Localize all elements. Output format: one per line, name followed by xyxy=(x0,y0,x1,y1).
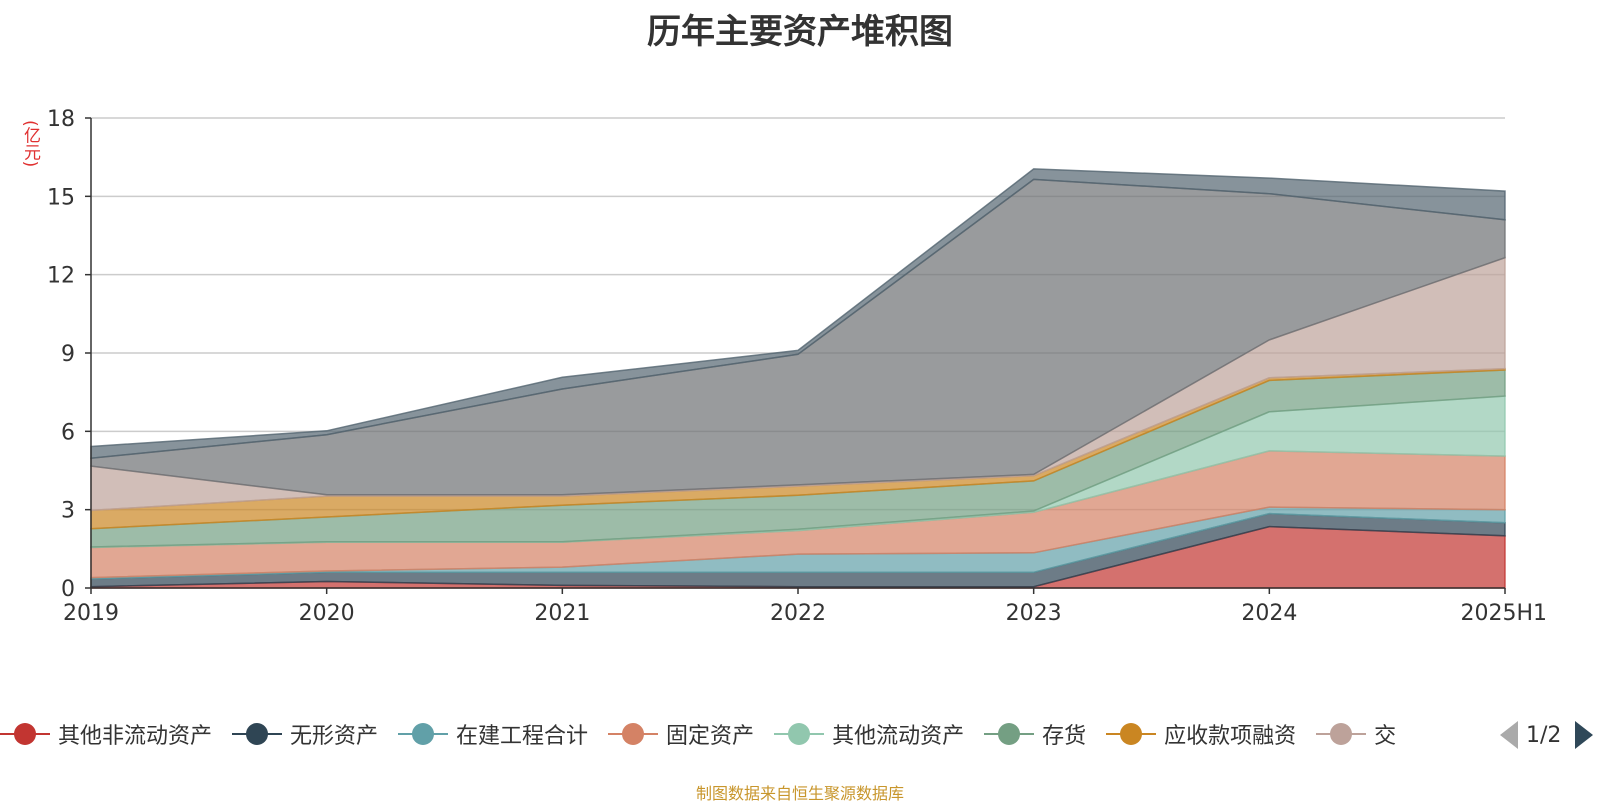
y-tick-label: 6 xyxy=(61,420,75,445)
x-tick-label: 2025H1 xyxy=(1460,601,1547,626)
x-tick-label: 2022 xyxy=(770,601,826,626)
axes: 0 3 6 9 12 15 18 2019 2020 2021 2022 2023 2024 2025H1 xyxy=(47,107,1547,626)
legend-pager: 1/2 xyxy=(1500,718,1594,752)
y-tick-label: 12 xyxy=(47,264,75,289)
legend-item[interactable]: 固定资产 xyxy=(608,712,754,756)
y-axis-unit-label: (亿元) xyxy=(20,120,40,168)
legend-label: 应收款项融资 xyxy=(1164,724,1297,749)
y-tick-label: 3 xyxy=(61,499,75,524)
legend-marker-icon xyxy=(1106,723,1157,745)
x-tick-label: 2019 xyxy=(63,601,119,626)
x-tick-label: 2020 xyxy=(299,601,355,626)
legend-label: 交 xyxy=(1374,724,1397,749)
y-tick-label: 18 xyxy=(47,107,75,132)
area-series-应收账款 xyxy=(90,168,1506,460)
legend-marker-icon xyxy=(774,723,825,745)
legend-marker-icon xyxy=(232,723,283,745)
x-tick-label: 2024 xyxy=(1241,601,1297,626)
legend-item[interactable]: 存货 xyxy=(984,712,1086,756)
legend-label: 其他流动资产 xyxy=(832,724,965,749)
legend-item[interactable]: 其他非流动资产 xyxy=(0,712,212,756)
legend-item[interactable]: 交 xyxy=(1316,712,1396,756)
legend-page-indicator: 1/2 xyxy=(1526,722,1562,748)
chart-title: 历年主要资产堆积图 xyxy=(647,12,953,52)
x-tick-label: 2023 xyxy=(1006,601,1062,626)
legend-prev-page-icon[interactable] xyxy=(1500,721,1518,749)
y-tick-label: 0 xyxy=(61,577,75,602)
legend-label: 在建工程合计 xyxy=(456,724,589,749)
legend-next-page-icon[interactable] xyxy=(1575,721,1594,749)
legend-label: 其他非流动资产 xyxy=(58,724,213,749)
legend-label: 固定资产 xyxy=(666,724,755,749)
source-note: 制图数据来自恒生聚源数据库 xyxy=(695,784,904,803)
legend-item[interactable]: 其他流动资产 xyxy=(774,712,964,756)
legend-marker-icon xyxy=(984,723,1035,745)
y-tick-label: 15 xyxy=(47,185,75,210)
x-tick-label: 2021 xyxy=(534,601,590,626)
legend-label: 存货 xyxy=(1042,724,1087,749)
legend-item[interactable]: 在建工程合计 xyxy=(398,712,588,756)
legend-marker-icon xyxy=(398,723,449,745)
legend-marker-icon xyxy=(0,723,50,745)
y-tick-label: 9 xyxy=(61,342,75,367)
legend-marker-icon xyxy=(608,723,659,745)
legend-marker-icon xyxy=(1316,723,1367,745)
legend-label: 无形资产 xyxy=(290,724,379,749)
stacked-areas xyxy=(90,168,1506,589)
legend: 其他非流动资产 无形资产 在建工程合计 固定资产 其他流动资产 存货 应收款项融资 交 xyxy=(0,712,1480,756)
legend-item[interactable]: 应收款项融资 xyxy=(1106,712,1296,756)
legend-item[interactable]: 无形资产 xyxy=(232,712,378,756)
